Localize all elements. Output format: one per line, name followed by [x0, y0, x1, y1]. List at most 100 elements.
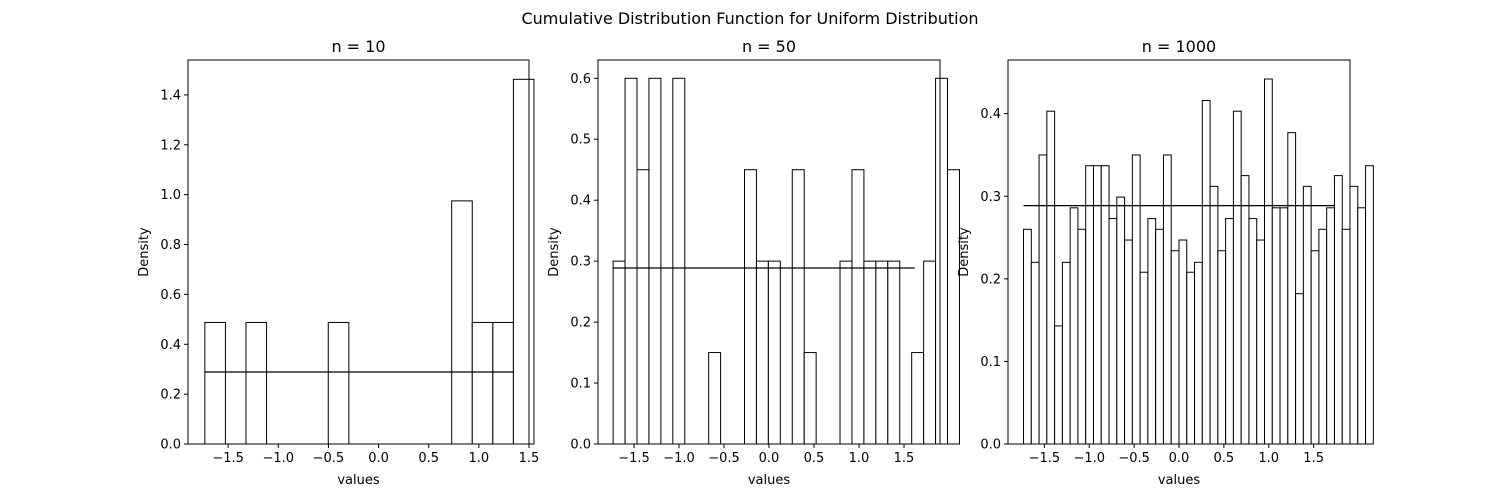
x-tick-label: −1.5: [212, 451, 244, 466]
y-tick-label: 1.2: [160, 138, 181, 153]
histogram-bar: [1264, 78, 1273, 445]
histogram-bar: [492, 321, 514, 445]
histogram-bar: [1201, 99, 1211, 445]
histogram-bar: [1038, 154, 1048, 445]
histogram-bar: [636, 169, 650, 445]
histogram-bar: [1046, 110, 1056, 445]
histogram-bar: [327, 321, 350, 445]
histogram-bar: [839, 260, 853, 445]
histogram-bar: [512, 78, 535, 445]
y-tick-label: 0.5: [570, 133, 591, 148]
y-tick-label: 0.6: [160, 288, 181, 303]
x-axis-label: values: [1158, 473, 1201, 488]
x-axis-label: values: [748, 473, 791, 488]
histogram-panel-2: −1.5 −1.0 −0.5 0.0 0.5 1.0 1.5 0.0 0.1 0.2 0.3 0.4 0…: [547, 37, 960, 488]
histogram-bar: [451, 200, 473, 445]
histogram-bar: [851, 169, 865, 445]
x-tick-label: 1.0: [469, 451, 490, 466]
histogram-bar: [1030, 261, 1040, 445]
x-tick-label: −1.5: [1029, 451, 1061, 466]
histogram-bar: [1085, 165, 1094, 445]
histogram-bar: [863, 260, 877, 445]
histogram-bar: [1061, 261, 1071, 445]
y-axis-label: Density: [137, 227, 152, 277]
histogram-bar: [1279, 207, 1289, 445]
histogram-bar: [1302, 185, 1312, 445]
histogram-bar: [624, 77, 638, 445]
y-tick-label: 0.4: [570, 194, 591, 209]
y-tick-label: 0.0: [160, 438, 181, 453]
histogram-bar: [947, 169, 960, 445]
histogram-bar: [1069, 207, 1079, 445]
histogram-bar: [1092, 165, 1102, 445]
figure-title: Cumulative Distribution Function for Uni…: [521, 9, 978, 28]
histogram-bar: [1349, 185, 1359, 445]
y-tick-label: 0.6: [570, 72, 591, 87]
histogram-panel-1: −1.5 −1.0 −0.5 0.0 0.5 1.0 1.5 0.0 0.2 0.4 0.6 0.8 1…: [137, 37, 539, 488]
y-tick-label: 0.2: [980, 272, 1001, 287]
axes-frame: [187, 59, 530, 445]
y-tick-label: 1.0: [160, 188, 181, 203]
histogram-bar: [755, 260, 769, 445]
histogram-bar: [911, 352, 925, 445]
histogram-bar: [1232, 110, 1242, 445]
histogram-bar: [1287, 132, 1297, 445]
histogram-bar: [245, 321, 268, 445]
histogram-bar: [648, 77, 662, 445]
x-tick-label: −1.0: [1073, 451, 1105, 466]
x-tick-label: −0.5: [313, 451, 345, 466]
histogram-bar: [1108, 218, 1118, 445]
histogram-bar: [1178, 239, 1188, 445]
y-tick-label: 0.1: [980, 355, 1001, 370]
y-tick-label: 0.2: [570, 316, 591, 331]
x-tick-label: −0.5: [708, 451, 740, 466]
x-tick-label: 1.0: [849, 451, 870, 466]
y-tick-label: 0.1: [570, 377, 591, 392]
histogram-bar: [1170, 250, 1180, 445]
x-tick-label: 0.5: [1214, 451, 1235, 466]
histogram-bar: [1077, 228, 1087, 445]
y-tick-label: 0.2: [160, 388, 181, 403]
histogram-bar: [923, 260, 937, 445]
y-tick-label: 0.4: [160, 338, 181, 353]
panel-title: n = 50: [742, 37, 796, 56]
histogram-bar: [1139, 271, 1149, 445]
x-axis-label: values: [337, 473, 380, 488]
histogram-bar: [791, 169, 805, 445]
histogram-bar: [1225, 218, 1234, 445]
histogram-bar: [1186, 271, 1196, 445]
histogram-bar: [767, 260, 781, 445]
x-tick-label: 1.5: [894, 451, 915, 466]
histogram-bar: [1271, 207, 1281, 445]
x-tick-label: 1.5: [1303, 451, 1324, 466]
x-tick-label: −0.5: [1118, 451, 1150, 466]
y-axis-label: Density: [957, 227, 972, 277]
histogram-bar: [204, 321, 226, 445]
histogram-bar: [708, 352, 722, 445]
histogram-bar: [1326, 207, 1335, 445]
y-axis-label: Density: [547, 227, 562, 277]
histogram-bar: [1240, 175, 1250, 445]
y-tick-label: 1.4: [160, 88, 181, 103]
histogram-bar: [1209, 185, 1219, 445]
histogram-panel-3: −1.5 −1.0 −0.5 0.0 0.5 1.0 1.5 0.0 0.1 0.2 0.3 0.4 n…: [957, 37, 1374, 488]
histogram-bar: [935, 77, 949, 445]
histogram-bar: [1116, 196, 1126, 445]
x-tick-label: −1.5: [618, 451, 650, 466]
y-tick-label: 0.0: [980, 438, 1001, 453]
histogram-bar: [471, 321, 494, 445]
histogram-bar: [1248, 218, 1258, 445]
x-tick-label: 0.5: [804, 451, 825, 466]
histogram-bar: [1357, 207, 1367, 445]
x-tick-label: 0.0: [1169, 451, 1190, 466]
histogram-bar: [1124, 239, 1133, 445]
histogram-bar: [1333, 175, 1343, 445]
histogram-bar: [1147, 218, 1157, 445]
histogram-bar: [803, 352, 817, 445]
histogram-bar: [1194, 261, 1203, 445]
histogram-bar: [1023, 228, 1032, 445]
x-tick-label: 1.5: [519, 451, 540, 466]
panel-title: n = 1000: [1142, 37, 1216, 56]
histogram-bar: [1256, 239, 1266, 445]
